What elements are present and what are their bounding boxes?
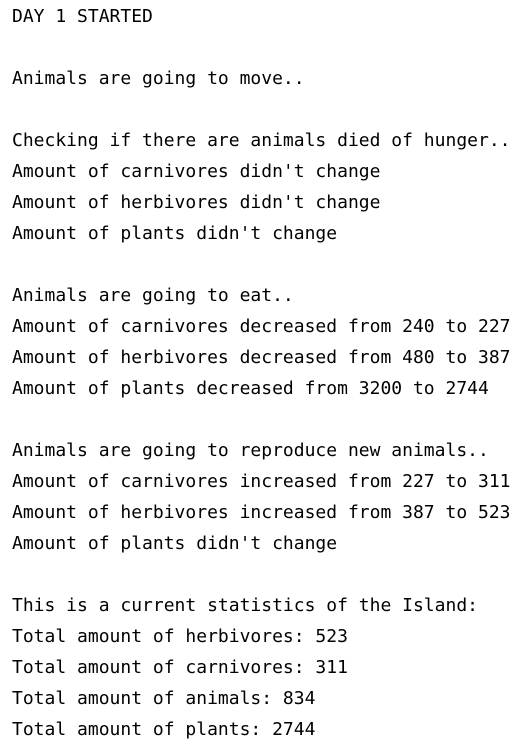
log-line: Animals are going to move.. [12,68,305,89]
log-line: Amount of herbivores didn't change [12,192,381,213]
log-block: DAY 1 STARTED [12,1,522,32]
log-line: Total amount of herbivores: 523 [12,626,348,647]
log-block: Animals are going to move.. [12,63,522,94]
log-line: Amount of herbivores decreased from 480 … [12,347,511,368]
log-block: Animals are going to eat.. Amount of carn… [12,280,522,404]
log-line: Amount of plants didn't change [12,223,338,244]
log-line: Amount of plants didn't change [12,533,338,554]
log-line: Animals are going to reproduce new anima… [12,440,489,461]
log-line: Checking if there are animals died of hu… [12,130,511,151]
log-line: Total amount of carnivores: 311 [12,657,348,678]
log-line: Amount of plants decreased from 3200 to … [12,378,489,399]
log-block: Animals are going to reproduce new anima… [12,435,522,559]
log-line: DAY 1 STARTED [12,6,153,27]
log-line: Amount of carnivores didn't change [12,161,381,182]
log-block: This is a current statistics of the Isla… [12,590,522,745]
log-line: Amount of carnivores decreased from 240 … [12,316,511,337]
log-line: Amount of herbivores increased from 387 … [12,502,511,523]
log-line: This is a current statistics of the Isla… [12,595,478,616]
log-line: Animals are going to eat.. [12,285,294,306]
log-line: Amount of carnivores increased from 227 … [12,471,511,492]
log-block: Checking if there are animals died of hu… [12,125,522,249]
log-line: Total amount of animals: 834 [12,688,316,709]
log-line: Total amount of plants: 2744 [12,719,316,740]
